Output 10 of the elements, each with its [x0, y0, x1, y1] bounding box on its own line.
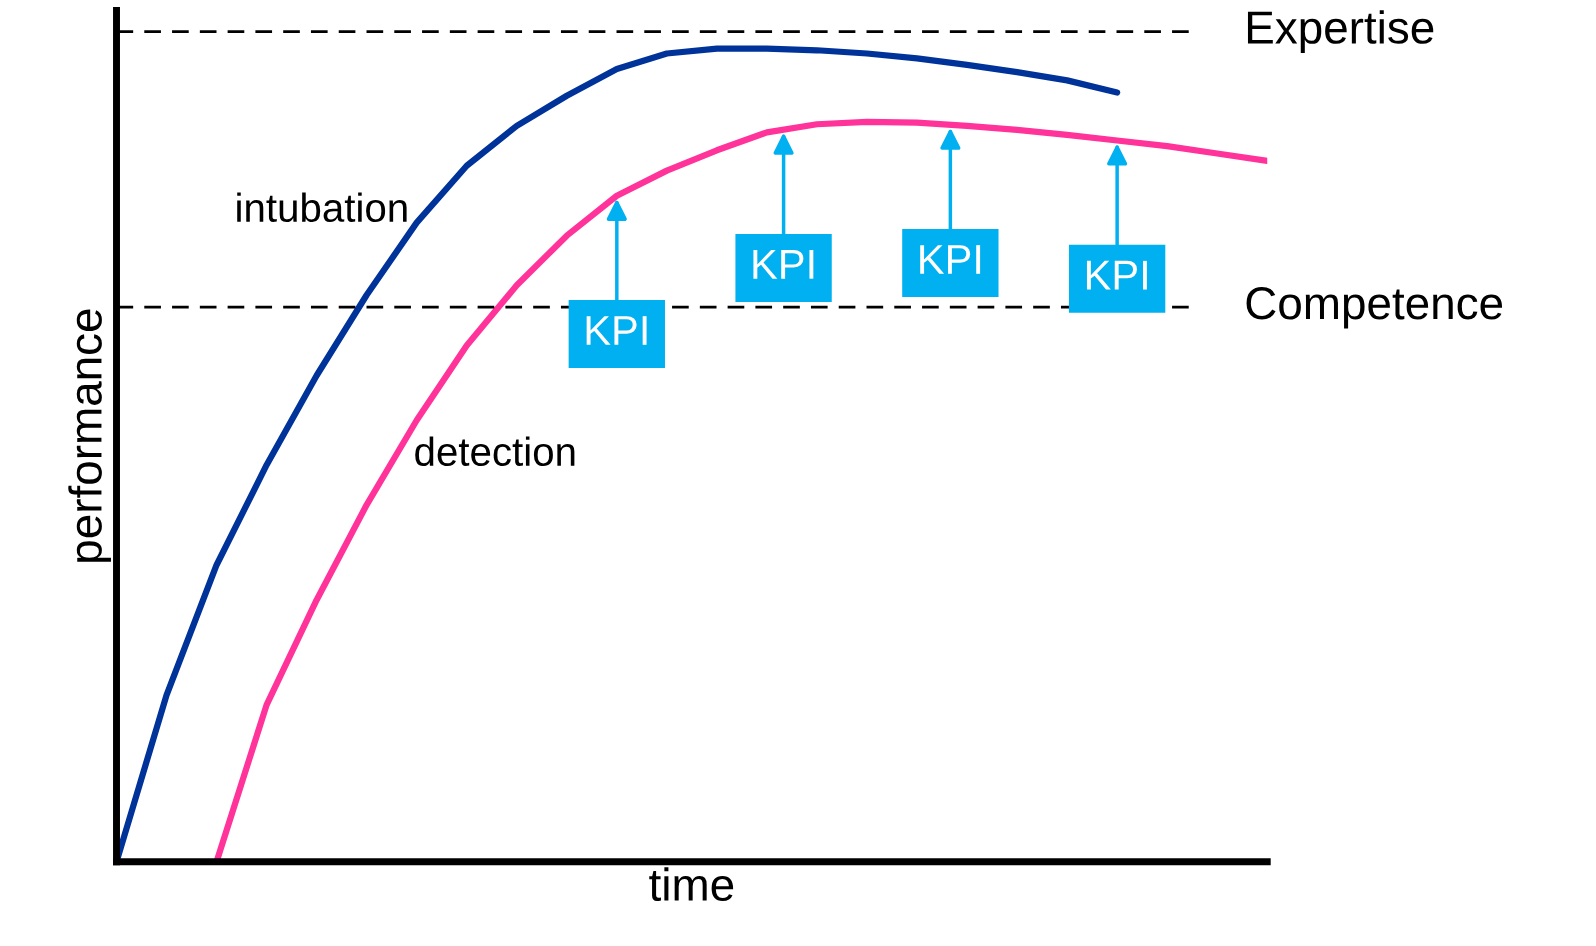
annotation: KPI [1086, 260, 1147, 290]
x-axis-title: time [649, 867, 734, 902]
annotation: KPI [920, 245, 981, 274]
annotation: KPI [586, 316, 647, 345]
annotation: KPI [753, 250, 814, 279]
y-axis-title: performance [68, 309, 111, 562]
ref-line-label: Competence [1246, 287, 1503, 329]
ref-line-label: Expertise [1247, 10, 1434, 53]
series-label: detection [415, 436, 575, 467]
series-label: intubation [237, 192, 407, 223]
